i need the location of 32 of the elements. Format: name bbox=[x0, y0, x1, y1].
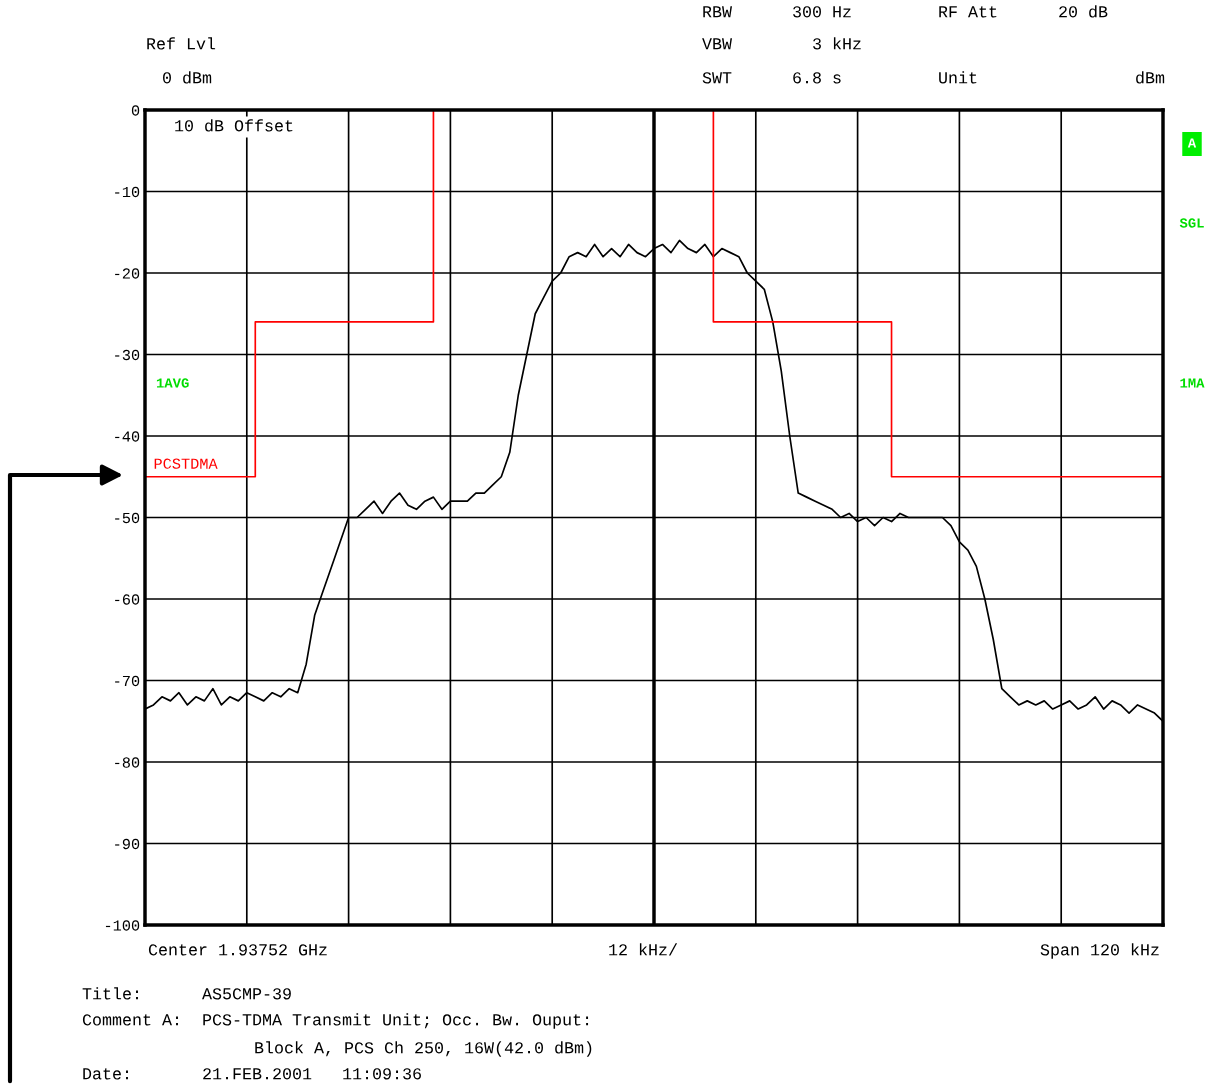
text: 12 kHz/ bbox=[609, 943, 678, 956]
text: 0 dBm bbox=[163, 71, 212, 84]
text: 1MA bbox=[1180, 378, 1205, 388]
y-tick-label: -20 bbox=[115, 268, 140, 279]
text: A bbox=[1187, 138, 1197, 148]
y-tick-label: -90 bbox=[115, 838, 140, 850]
text: Comment A: PCS-TDMA Transmit Unit; Occ. Bw. Ouput: bbox=[82, 1013, 589, 1029]
y-tick-label: -100 bbox=[105, 920, 140, 931]
text: Date: 21.FEB.2001 11:09:36 bbox=[83, 1068, 421, 1080]
text: Ref Lvl bbox=[147, 37, 216, 50]
y-tick-label: -30 bbox=[115, 349, 140, 361]
annotation: 1AVG bbox=[156, 378, 189, 388]
text: SWT 6.8 s bbox=[702, 72, 841, 84]
y-tick-label: -60 bbox=[115, 594, 140, 605]
text: RF Att 20 dB bbox=[939, 5, 1108, 18]
y-tick-label: 0 bbox=[131, 105, 140, 116]
series-label: PCSTDMA bbox=[154, 458, 218, 469]
annotation: 10 dB Offset bbox=[175, 119, 293, 132]
text: Block A, PCS Ch 250, 16W(42.0 dBm) bbox=[255, 1041, 592, 1057]
y-tick-label: -40 bbox=[115, 431, 140, 442]
text: SGL bbox=[1179, 218, 1204, 228]
text: dBm bbox=[1136, 71, 1165, 84]
text: Span 120 kHz bbox=[1040, 943, 1159, 959]
y-tick-label: -10 bbox=[115, 186, 140, 198]
text: Title: AS5CMP-39 bbox=[82, 987, 291, 1000]
y-tick-label: -70 bbox=[115, 675, 140, 687]
text: VBW 3 kHz bbox=[702, 37, 861, 50]
y-tick-label: -50 bbox=[115, 512, 140, 524]
text: Center 1.93752 GHz bbox=[148, 944, 327, 956]
text: RBW 300 Hz bbox=[703, 6, 851, 18]
text: Unit bbox=[939, 71, 977, 84]
y-tick-label: -80 bbox=[115, 757, 140, 768]
